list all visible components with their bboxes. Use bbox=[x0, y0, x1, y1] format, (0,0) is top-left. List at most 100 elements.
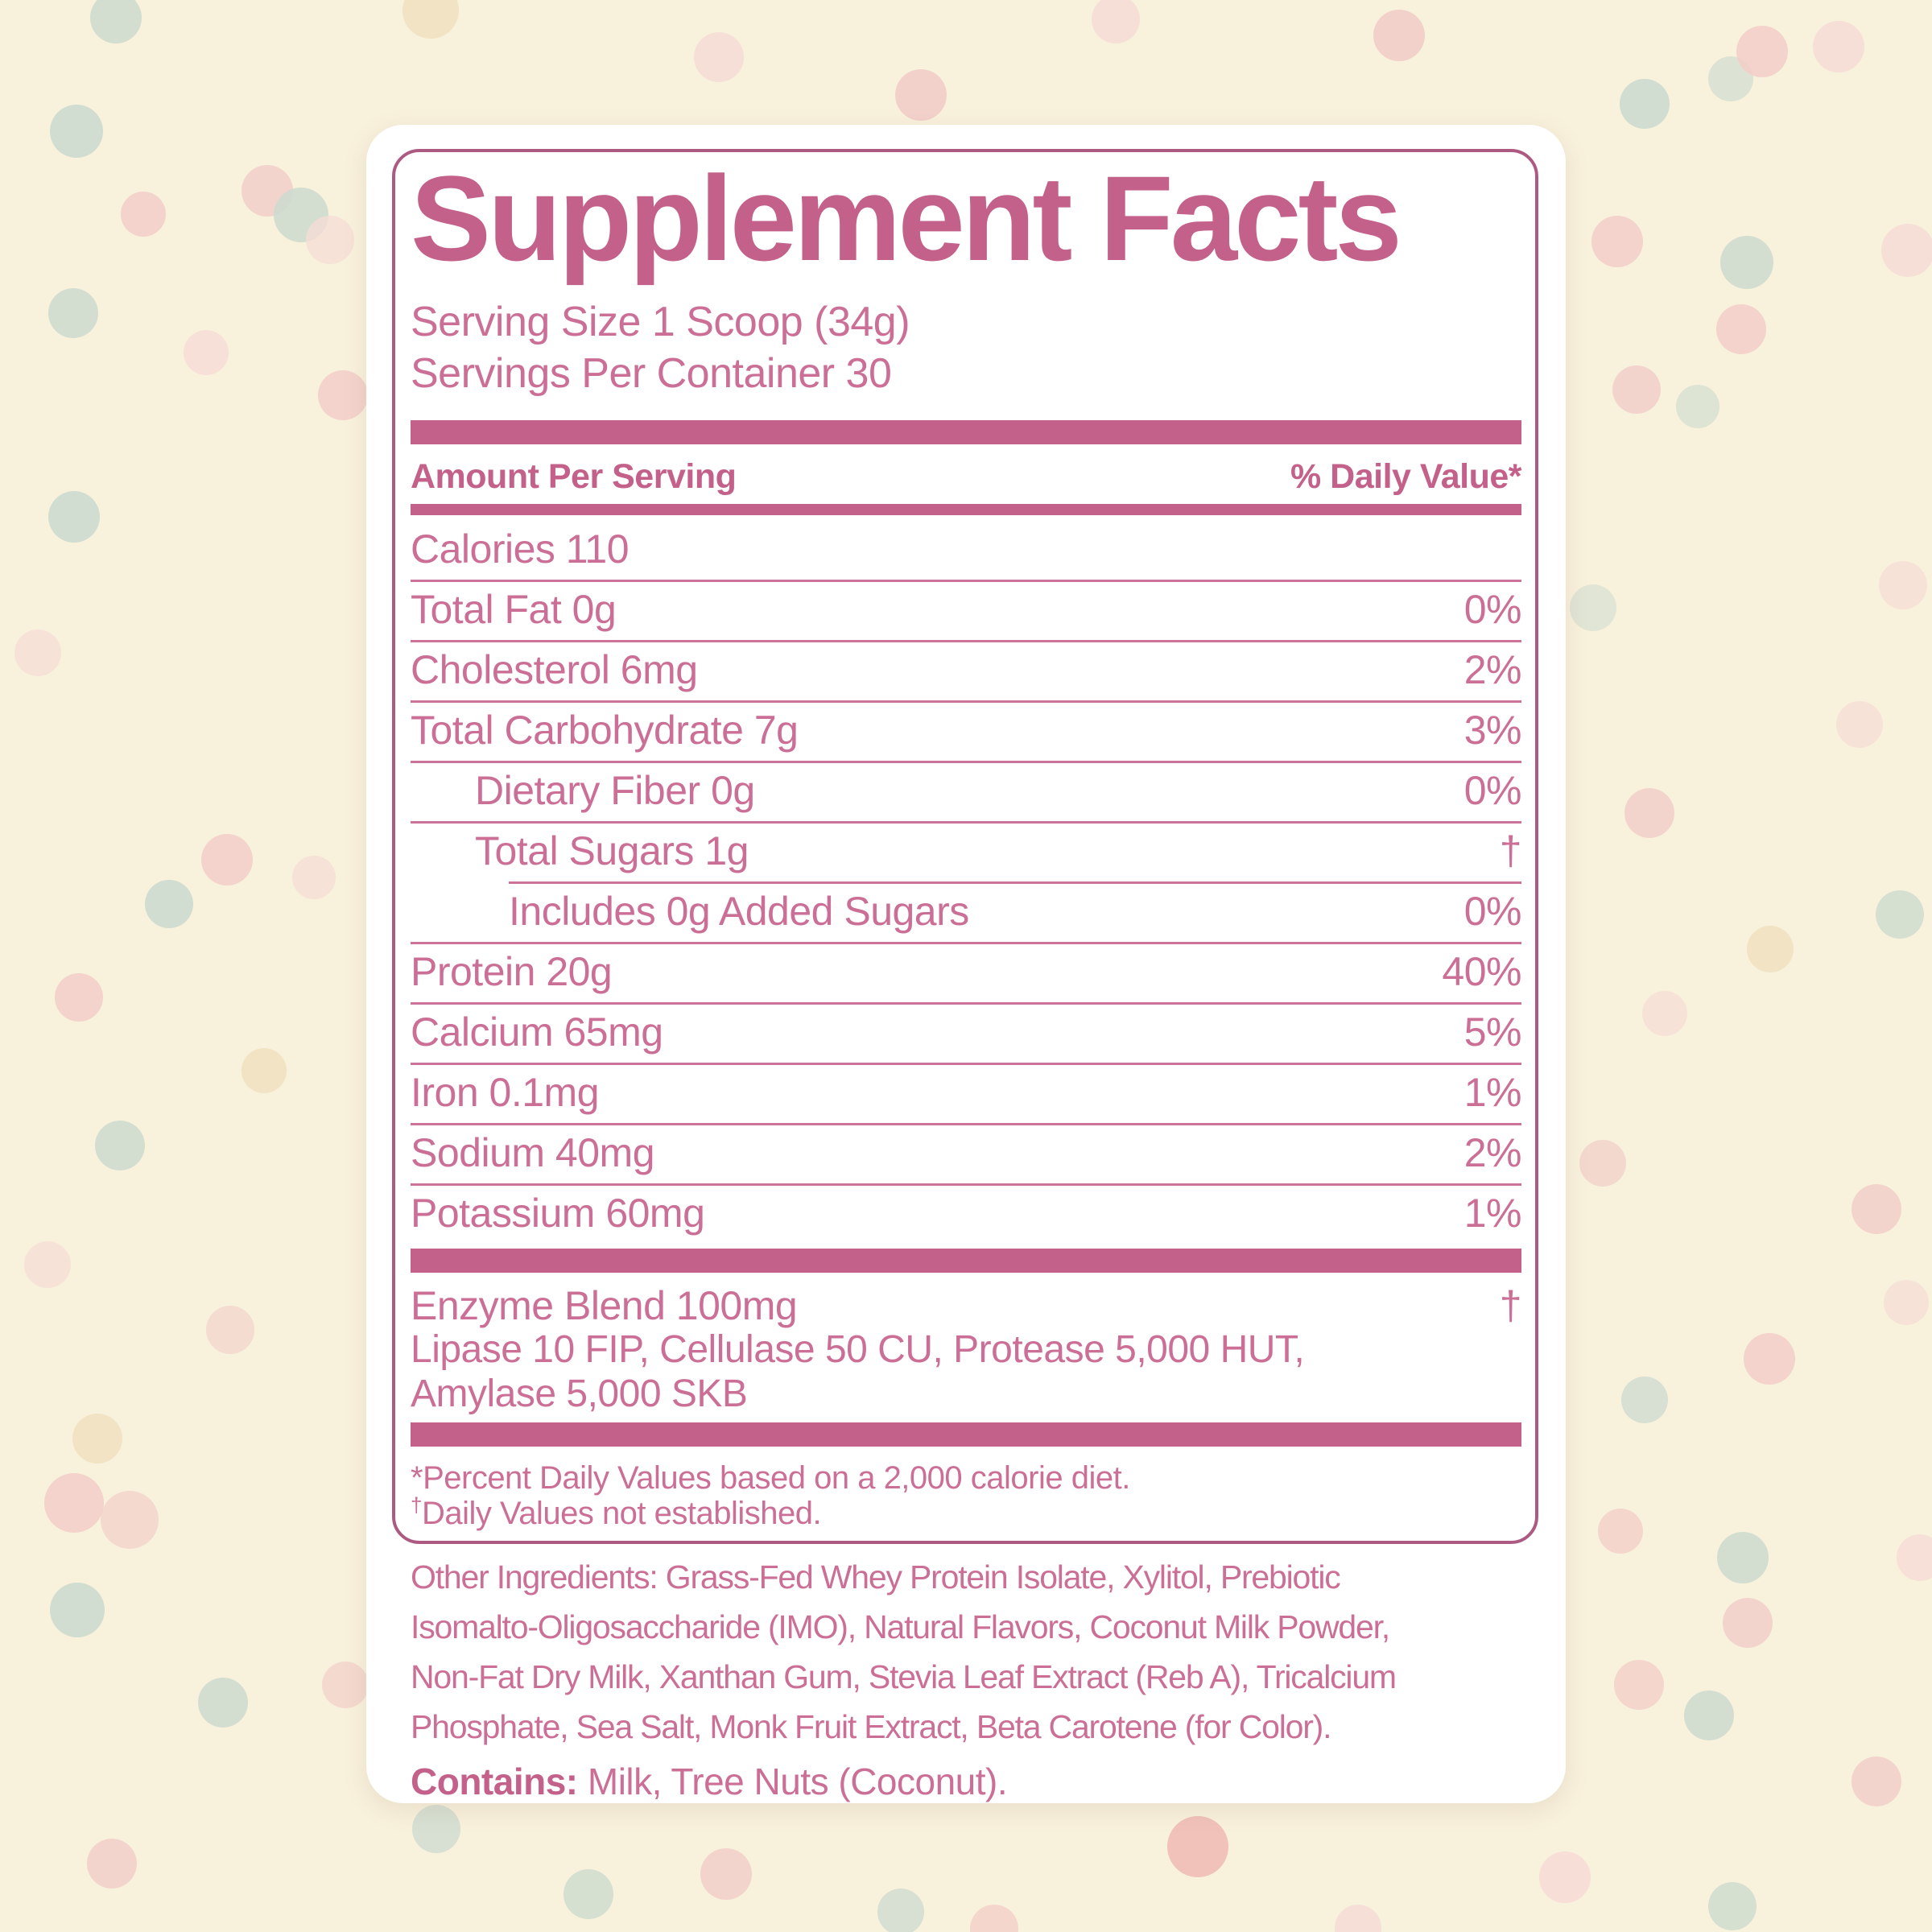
confetti-dot bbox=[48, 288, 98, 338]
nutrient-value: 2% bbox=[1463, 1130, 1522, 1175]
confetti-dot bbox=[1591, 216, 1643, 267]
nutrient-row-cholesterol: Cholesterol 6mg 2% bbox=[411, 642, 1522, 703]
divider-bar-top bbox=[411, 420, 1521, 444]
nutrient-name: Calories 110 bbox=[411, 526, 630, 572]
nutrient-row-iron: Iron 0.1mg 1% bbox=[411, 1065, 1522, 1125]
nutrient-name: Total Sugars 1g bbox=[475, 828, 749, 873]
indented-divider bbox=[509, 881, 1521, 884]
confetti-dot bbox=[1621, 1377, 1668, 1423]
nutrient-value: 0% bbox=[1463, 768, 1522, 813]
confetti-dot bbox=[24, 1241, 71, 1288]
confetti-dot bbox=[206, 1306, 254, 1354]
confetti-dot bbox=[1717, 1532, 1769, 1583]
confetti-dot bbox=[1624, 788, 1674, 838]
nutrient-name: Sodium 40mg bbox=[411, 1130, 655, 1175]
nutrient-value: 40% bbox=[1442, 949, 1521, 994]
nutrient-name: Dietary Fiber 0g bbox=[475, 768, 755, 813]
label-content: Supplement Facts Serving Size 1 Scoop (3… bbox=[411, 125, 1522, 1802]
confetti-dot bbox=[700, 1848, 752, 1900]
confetti-dot bbox=[1373, 10, 1425, 61]
nutrient-value: 2% bbox=[1463, 647, 1522, 692]
confetti-dot bbox=[90, 0, 142, 43]
confetti-dot bbox=[1852, 1757, 1901, 1806]
enzyme-desc-line-2: Amylase 5,000 SKB bbox=[411, 1373, 748, 1415]
confetti-dot bbox=[201, 834, 253, 886]
nutrient-table: Calories 110 Total Fat 0g 0% Cholesterol… bbox=[411, 522, 1522, 1244]
dagger-text: Daily Values not established. bbox=[421, 1496, 822, 1531]
confetti-dot bbox=[877, 1889, 924, 1932]
confetti-dot bbox=[1642, 991, 1687, 1036]
enzyme-blend-row: Enzyme Blend 100mg † bbox=[411, 1283, 1522, 1328]
nutrient-row-dietary-fiber: Dietary Fiber 0g 0% bbox=[411, 763, 1522, 824]
confetti-dot bbox=[50, 105, 103, 158]
nutrient-name: Iron 0.1mg bbox=[411, 1070, 600, 1115]
confetti-dot bbox=[72, 1414, 122, 1463]
other-ingredients-line-4: Phosphate, Sea Salt, Monk Fruit Extract,… bbox=[411, 1708, 1332, 1745]
confetti-dot bbox=[292, 856, 336, 899]
confetti-dot bbox=[1092, 0, 1140, 43]
confetti-dot bbox=[1744, 1333, 1795, 1385]
nutrient-row-total-fat: Total Fat 0g 0% bbox=[411, 582, 1522, 642]
divider-bar-mid bbox=[411, 1249, 1521, 1273]
confetti-dot bbox=[101, 1491, 159, 1549]
confetti-dot bbox=[1708, 1882, 1757, 1930]
confetti-dot bbox=[242, 1048, 287, 1093]
other-ingredients-line-2: Isomalto-Oligosaccharide (IMO), Natural … bbox=[411, 1608, 1390, 1645]
nutrient-row-potassium: Potassium 60mg 1% bbox=[411, 1186, 1522, 1244]
nutrient-row-calories: Calories 110 bbox=[411, 522, 1521, 582]
nutrient-row-total-sugars: Total Sugars 1g † bbox=[411, 824, 1522, 881]
nutrient-value: 0% bbox=[1463, 587, 1522, 632]
daily-value-header: % Daily Value* bbox=[1290, 457, 1522, 496]
other-ingredients-line-3: Non-Fat Dry Milk, Xanthan Gum, Stevia Le… bbox=[411, 1658, 1397, 1695]
other-ingredients-line-1: Other Ingredients: Grass-Fed Whey Protei… bbox=[411, 1558, 1341, 1596]
divider-bar-header bbox=[411, 504, 1521, 515]
confetti-dot bbox=[1747, 926, 1794, 972]
confetti-dot bbox=[1570, 584, 1616, 631]
nutrient-value: 1% bbox=[1463, 1070, 1522, 1115]
enzyme-daily-value-dagger: † bbox=[1499, 1283, 1522, 1328]
other-ingredients: Other Ingredients: Grass-Fed Whey Protei… bbox=[411, 1552, 1521, 1752]
enzyme-desc-line-1: Lipase 10 FIP, Cellulase 50 CU, Protease… bbox=[411, 1328, 1305, 1371]
confetti-dot bbox=[1736, 26, 1788, 77]
confetti-dot bbox=[694, 32, 744, 82]
confetti-dot bbox=[306, 216, 354, 264]
confetti-dot bbox=[412, 1805, 460, 1853]
confetti-dot bbox=[1813, 21, 1864, 72]
confetti-dot bbox=[402, 0, 459, 39]
confetti-dot bbox=[564, 1869, 613, 1919]
confetti-dot bbox=[87, 1839, 137, 1889]
confetti-dot bbox=[970, 1905, 1018, 1932]
amount-per-serving-header: Amount Per Serving bbox=[411, 457, 737, 496]
confetti-dot bbox=[1684, 1690, 1734, 1740]
footnote-dagger: †Daily Values not established. bbox=[411, 1492, 1521, 1531]
nutrient-value: 5% bbox=[1463, 1009, 1522, 1055]
nutrient-name: Calcium 65mg bbox=[411, 1009, 663, 1055]
table-header: Amount Per Serving % Daily Value* bbox=[411, 456, 1522, 497]
confetti-dot bbox=[1879, 561, 1927, 609]
confetti-dot bbox=[1620, 79, 1670, 129]
confetti-dot bbox=[1716, 304, 1766, 354]
confetti-dot bbox=[1881, 224, 1932, 277]
confetti-dot bbox=[198, 1678, 248, 1728]
confetti-dot bbox=[48, 491, 100, 543]
confetti-dot bbox=[1852, 1184, 1901, 1234]
contains-label: Contains: bbox=[411, 1761, 578, 1802]
confetti-dot bbox=[50, 1583, 105, 1637]
confetti-dot bbox=[1876, 890, 1924, 939]
dagger-symbol: † bbox=[411, 1492, 422, 1517]
confetti-dot bbox=[322, 1662, 369, 1708]
confetti-dot bbox=[14, 630, 61, 676]
nutrient-row-calcium: Calcium 65mg 5% bbox=[411, 1005, 1522, 1065]
confetti-dot bbox=[1836, 701, 1883, 748]
confetti-dot bbox=[1884, 1280, 1929, 1325]
confetti-dot bbox=[145, 880, 193, 928]
confetti-dot bbox=[318, 370, 368, 420]
label-title: Supplement Facts bbox=[411, 151, 1402, 286]
confetti-dot bbox=[1579, 1140, 1626, 1187]
confetti-dot bbox=[1897, 1534, 1932, 1581]
confetti-dot bbox=[1612, 365, 1661, 414]
confetti-dot bbox=[55, 973, 103, 1022]
confetti-dot bbox=[95, 1121, 145, 1170]
confetti-dot bbox=[44, 1473, 104, 1533]
